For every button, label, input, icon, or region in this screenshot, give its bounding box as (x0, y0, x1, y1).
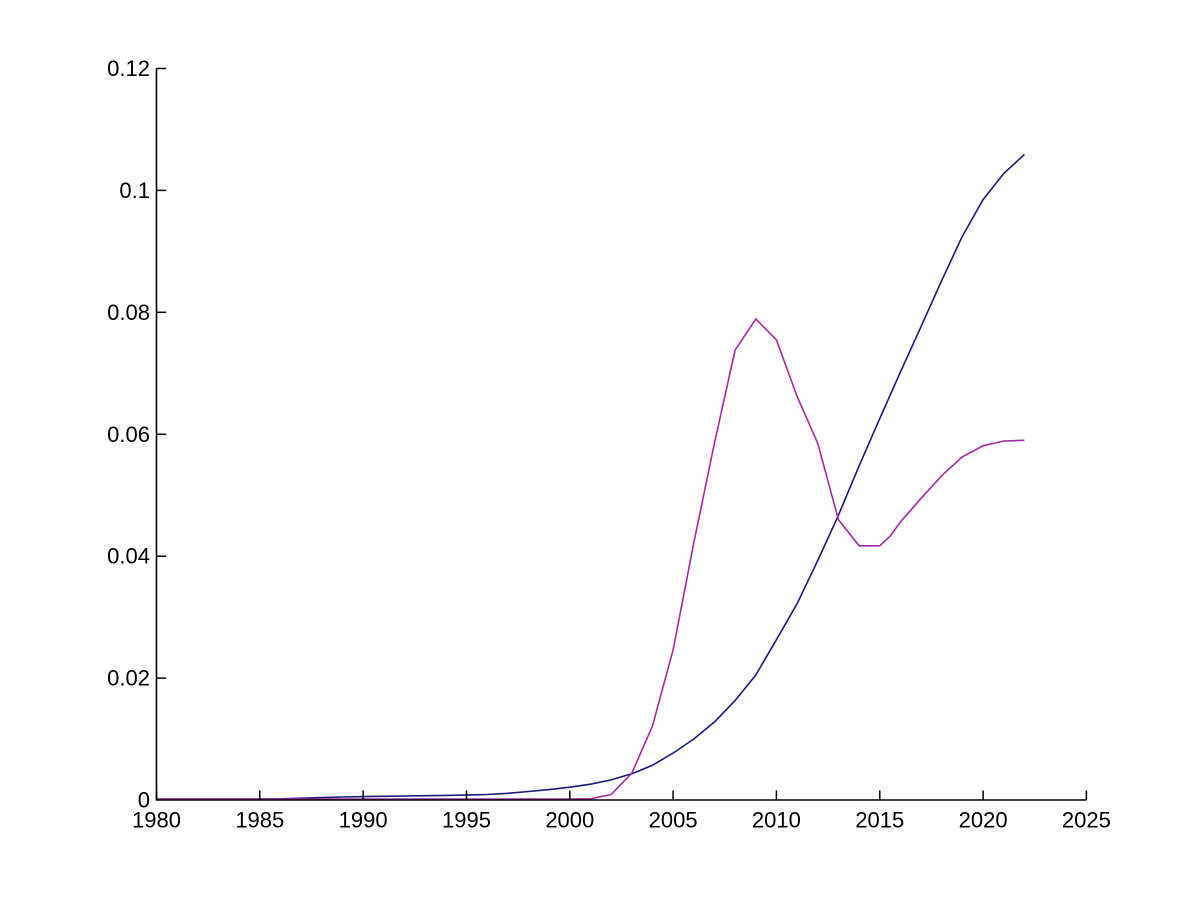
svg-text:0.04: 0.04 (107, 544, 150, 569)
svg-text:2015: 2015 (855, 808, 904, 833)
svg-text:2005: 2005 (649, 808, 698, 833)
svg-text:1980: 1980 (132, 808, 181, 833)
svg-text:1995: 1995 (442, 808, 491, 833)
svg-text:0: 0 (138, 788, 150, 813)
svg-text:0.1: 0.1 (119, 178, 150, 203)
svg-text:2010: 2010 (752, 808, 801, 833)
svg-text:2020: 2020 (959, 808, 1008, 833)
svg-text:2025: 2025 (1062, 808, 1111, 833)
svg-text:0.08: 0.08 (107, 300, 150, 325)
svg-text:1990: 1990 (339, 808, 388, 833)
svg-text:0.02: 0.02 (107, 666, 150, 691)
svg-text:0.12: 0.12 (107, 56, 150, 81)
svg-text:0.06: 0.06 (107, 422, 150, 447)
svg-text:2000: 2000 (545, 808, 594, 833)
svg-text:1985: 1985 (235, 808, 284, 833)
